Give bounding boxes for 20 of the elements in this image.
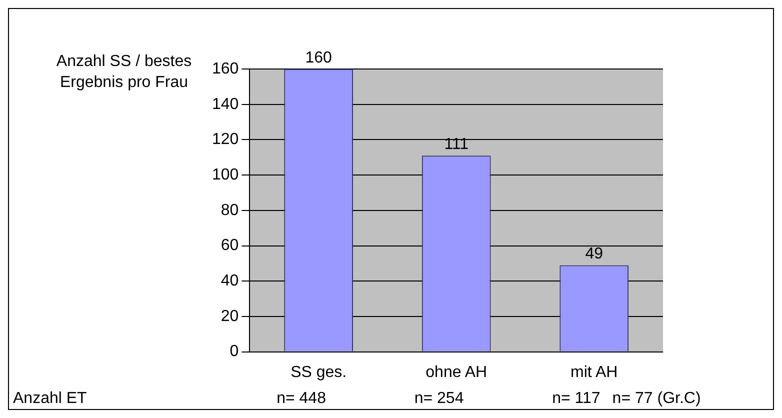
x-tick-label: ohne AH: [426, 364, 488, 381]
data-label: 160: [305, 49, 332, 66]
y-tick-label: 160: [212, 60, 239, 78]
y-tick-label: 0: [230, 343, 239, 360]
text: Anzahl ET: [13, 390, 88, 407]
y-tick-label: 140: [212, 96, 239, 113]
text: n= 117: [552, 390, 600, 407]
y-tick-label: 20: [220, 308, 239, 325]
y-tick-label: 40: [220, 272, 239, 290]
y-tick-label: 100: [212, 166, 239, 184]
x-tick-label: SS ges.: [290, 364, 347, 381]
y-tick-label: 120: [212, 131, 239, 148]
y-tick-label: 60: [220, 237, 239, 254]
data-label: 49: [585, 246, 604, 263]
text: n= 254: [414, 390, 464, 407]
y-tick-label: 80: [220, 202, 239, 219]
x-tick-label: mit AH: [570, 364, 618, 381]
y-axis-title: Anzahl SS / bestes Ergebnis pro Frau: [55, 52, 193, 93]
text: n= 77 (Gr.C): [612, 390, 701, 407]
text: n= 448: [276, 390, 326, 407]
